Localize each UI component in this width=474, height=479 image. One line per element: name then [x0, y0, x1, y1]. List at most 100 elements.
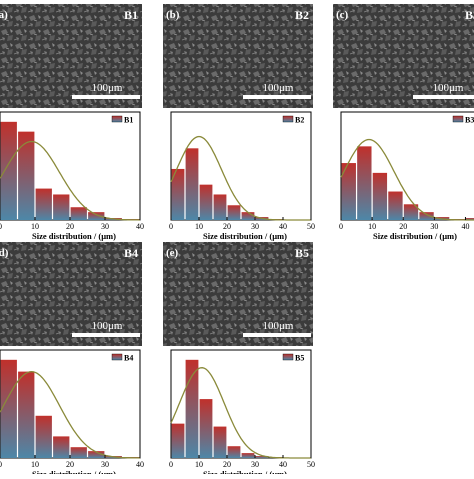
scale-bar-label: 100μm	[263, 82, 294, 94]
sem-image	[163, 242, 313, 346]
histogram-bar	[419, 212, 434, 220]
x-tick-label: 40	[136, 460, 144, 469]
legend-swatch	[282, 115, 294, 123]
histogram-bar	[171, 168, 185, 220]
histogram-bar	[213, 426, 227, 458]
histogram-bar	[372, 172, 388, 220]
x-tick-label: 10	[368, 222, 376, 231]
x-tick-label: 10	[195, 460, 203, 469]
histogram-bar	[185, 359, 199, 458]
histogram-bar	[227, 205, 241, 220]
fit-curve	[0, 370, 141, 459]
legend-label: B2	[295, 116, 304, 125]
histogram-bar	[70, 207, 87, 220]
x-tick-label: 0	[0, 460, 2, 469]
legend-swatch	[111, 115, 123, 123]
x-tick-label: 20	[223, 460, 231, 469]
scale-bar	[243, 333, 311, 337]
sem-image	[0, 242, 142, 346]
scale-bar	[243, 95, 311, 99]
histogram-bar	[0, 359, 17, 458]
x-tick-label: 40	[136, 222, 144, 231]
sem-image	[0, 4, 142, 108]
histogram-bar	[35, 415, 52, 458]
x-tick-label: 30	[251, 460, 259, 469]
sem-sample-label: B4	[124, 246, 138, 260]
histogram-bar	[388, 191, 403, 220]
scale-bar-label: 100μm	[92, 82, 123, 94]
histogram-bar	[18, 371, 35, 458]
x-tick-label: 20	[223, 222, 231, 231]
histogram-bar	[35, 188, 52, 220]
panel-label: (d)	[0, 247, 9, 259]
x-tick-label: 10	[31, 222, 39, 231]
x-axis-label: Size distribution / (μm)	[32, 231, 116, 241]
scale-bar-label: 100μm	[433, 82, 464, 94]
histogram-bar	[18, 131, 35, 220]
fit-curve	[340, 138, 474, 221]
panel-b4: (d) B4 100μm B4 0 10 20 30 40 Size distribution /…	[0, 242, 144, 479]
x-tick-label: 0	[169, 222, 173, 231]
sem-image	[333, 4, 474, 108]
x-tick-label: 30	[251, 222, 259, 231]
x-axis-label: Size distribution / (μm)	[373, 231, 457, 241]
panel-b1: (a) B1 100μm B1 0 10 20 30 40 Size distribution /…	[0, 4, 144, 241]
x-tick-label: 50	[307, 460, 315, 469]
sem-sample-label: B2	[295, 8, 309, 22]
x-tick-label: 10	[195, 222, 203, 231]
x-tick-label: 20	[399, 222, 407, 231]
fit-curve	[0, 140, 141, 221]
x-tick-label: 0	[0, 222, 2, 231]
x-tick-label: 50	[307, 222, 315, 231]
scale-bar-label: 100μm	[263, 320, 294, 332]
legend-label: B4	[124, 354, 133, 363]
x-axis-label: Size distribution / (μm)	[32, 469, 116, 474]
histogram-bar	[53, 436, 70, 458]
histogram-bar	[466, 218, 474, 220]
sem-sample-label: B1	[124, 8, 138, 22]
sem-sample-label: B3	[465, 8, 474, 22]
x-axis-label: Size distribution / (μm)	[203, 469, 287, 474]
legend-swatch	[282, 353, 294, 361]
x-tick-label: 20	[66, 222, 74, 231]
sem-image	[163, 4, 313, 108]
legend-swatch	[452, 115, 464, 123]
histogram-bar	[199, 399, 213, 458]
histogram-bar	[255, 456, 269, 458]
histogram-bar	[341, 163, 356, 220]
histogram-bar	[185, 148, 199, 220]
histogram-bar	[357, 146, 372, 220]
histogram-bar	[227, 446, 241, 458]
panel-label: (a)	[0, 9, 8, 21]
histogram-bar	[0, 121, 17, 220]
histogram-bar	[88, 212, 105, 220]
panel-b2: (b) B2 100μm B2 0 10 20 30 40 50 Size distribution…	[163, 4, 315, 241]
histogram-bar	[241, 212, 255, 220]
histogram-bar	[199, 184, 213, 220]
panel-label: (b)	[166, 9, 180, 21]
histogram-bar	[70, 447, 87, 458]
scale-bar	[72, 333, 140, 337]
histogram-bar	[171, 423, 185, 458]
fit-curve	[170, 135, 311, 221]
panel-label: (c)	[336, 9, 349, 21]
sem-sample-label: B5	[295, 246, 309, 260]
x-tick-label: 40	[279, 460, 287, 469]
x-tick-label: 20	[66, 460, 74, 469]
panel-b5: (e) B5 100μm B5 0 10 20 30 40 50 Size distribution…	[163, 242, 315, 479]
x-tick-label: 40	[279, 222, 287, 231]
histogram-bar	[403, 204, 419, 220]
legend-label: B5	[295, 354, 304, 363]
panel-label: (e)	[166, 247, 179, 259]
x-axis-label: Size distribution / (μm)	[203, 231, 287, 241]
x-tick-label: 30	[101, 460, 109, 469]
panel-b3: (c) B3 100μm B3 0 10 20 30 40 Size distribution /…	[333, 4, 474, 241]
legend-label: B1	[124, 116, 133, 125]
fit-curve	[170, 367, 311, 459]
x-tick-label: 10	[31, 460, 39, 469]
scale-bar	[72, 95, 140, 99]
histogram-bar	[213, 194, 227, 220]
x-tick-label: 0	[339, 222, 343, 231]
scale-bar-label: 100μm	[92, 320, 123, 332]
